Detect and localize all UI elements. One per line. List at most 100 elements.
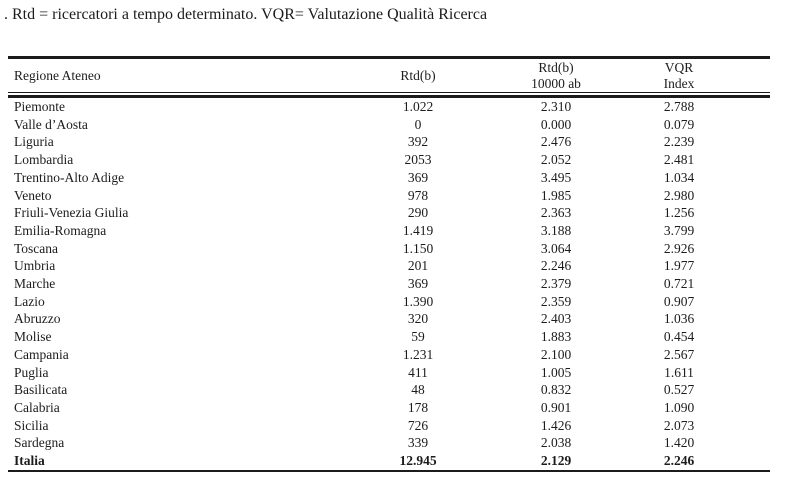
cell-rtd-per-10000: 2.359: [540, 293, 572, 309]
cell-rtd: 48: [411, 382, 425, 398]
regions-table: Regione Ateneo Rtd(b) Rtd(b) 10000 ab VQ…: [8, 56, 770, 472]
table-row: Sardegna 339 2.038 1.420: [8, 434, 770, 452]
cell-vqr-index: 0.079: [663, 116, 695, 132]
cell-region: Basilicata: [14, 382, 68, 398]
table-row: Abruzzo 320 2.403 1.036: [8, 310, 770, 328]
cell-vqr-index: 0.907: [663, 293, 695, 309]
cell-vqr-index: 2.239: [663, 134, 695, 150]
cell-vqr-index: 2.788: [663, 99, 695, 114]
table-row: Emilia-Romagna 1.419 3.188 3.799: [8, 222, 770, 240]
cell-region: Lazio: [14, 293, 45, 309]
cell-vqr-index: 2.980: [663, 187, 695, 203]
header-label-line2: 10000 ab: [531, 75, 581, 91]
cell-vqr-index: 2.246: [663, 453, 695, 469]
cell-rtd-per-10000: 2.363: [540, 205, 572, 221]
cell-vqr-index: 2.073: [663, 417, 695, 433]
cell-vqr-index: 1.611: [664, 364, 694, 380]
cell-rtd-per-10000: 3.188: [540, 222, 572, 238]
cell-region: Campania: [14, 346, 69, 362]
cell-vqr-index: 1.977: [663, 258, 695, 274]
table-row: Toscana 1.150 3.064 2.926: [8, 240, 770, 258]
cell-rtd-per-10000: 3.495: [540, 169, 572, 185]
header-label-line2: Index: [663, 75, 695, 91]
table-row: Molise 59 1.883 0.454: [8, 328, 770, 346]
cell-region: Piemonte: [14, 99, 65, 114]
cell-rtd: 369: [407, 169, 429, 185]
cell-region: Molise: [14, 329, 52, 345]
table-row: Liguria 392 2.476 2.239: [8, 133, 770, 151]
header-regione-ateneo: Regione Ateneo: [8, 59, 338, 93]
header-label-line1: VQR: [664, 59, 694, 75]
cell-vqr-index: 1.090: [663, 399, 695, 415]
cell-rtd-per-10000: 2.476: [540, 134, 572, 150]
cell-rtd-per-10000: 1.883: [540, 329, 572, 345]
cell-rtd-per-10000: 2.403: [540, 311, 572, 327]
cell-rtd-per-10000: 2.100: [540, 346, 572, 362]
table-row: Friuli-Venezia Giulia 290 2.363 1.256: [8, 204, 770, 222]
table-row: Calabria 178 0.901 1.090: [8, 399, 770, 417]
cell-region: Umbria: [14, 258, 56, 274]
header-row: Regione Ateneo Rtd(b) Rtd(b) 10000 ab VQ…: [8, 59, 770, 93]
table-row: Valle d’Aosta 0 0.000 0.079: [8, 116, 770, 134]
table-caption: . Rtd = ricercatori a tempo determinato.…: [4, 6, 488, 23]
cell-rtd-per-10000: 0.000: [540, 116, 572, 132]
cell-rtd-per-10000: 2.246: [540, 258, 572, 274]
cell-rtd: 0: [414, 116, 422, 132]
table-row: Lombardia 2053 2.052 2.481: [8, 151, 770, 169]
cell-vqr-index: 1.036: [663, 311, 695, 327]
header-label: Rtd(b): [400, 67, 436, 83]
header-rtd: Rtd(b): [338, 59, 498, 93]
cell-region: Veneto: [14, 187, 52, 203]
cell-rtd-per-10000: 1.426: [540, 417, 572, 433]
cell-rtd: 411: [408, 364, 428, 380]
table-total-row: Italia 12.945 2.129 2.246: [8, 452, 770, 470]
cell-rtd: 1.022: [402, 99, 434, 114]
header-double-rule-spacer: [8, 93, 770, 98]
cell-rtd: 178: [407, 399, 429, 415]
table-body: Piemonte 1.022 2.310 2.788 Valle d’Aosta 0 0.0…: [8, 98, 770, 470]
cell-rtd-per-10000: 2.052: [540, 152, 572, 168]
cell-region: Lombardia: [14, 152, 74, 168]
table-row: Marche 369 2.379 0.721: [8, 275, 770, 293]
cell-vqr-index: 0.454: [663, 329, 695, 345]
cell-rtd: 369: [407, 276, 429, 292]
cell-rtd: 12.945: [399, 453, 437, 469]
cell-rtd: 1.390: [402, 293, 434, 309]
header-vqr-index: VQR Index: [614, 59, 770, 93]
cell-region: Marche: [14, 276, 56, 292]
cell-region: Toscana: [14, 240, 59, 256]
cell-rtd-per-10000: 0.901: [540, 399, 572, 415]
cell-rtd: 290: [407, 205, 429, 221]
cell-rtd: 1.150: [402, 240, 434, 256]
cell-vqr-index: 0.527: [663, 382, 695, 398]
cell-rtd-per-10000: 1.005: [540, 364, 572, 380]
table-row: Puglia 411 1.005 1.611: [8, 364, 770, 382]
cell-vqr-index: 1.420: [663, 435, 695, 451]
cell-region: Sicilia: [14, 417, 49, 433]
table-row: Piemonte 1.022 2.310 2.788: [8, 98, 770, 116]
cell-vqr-index: 2.481: [663, 152, 695, 168]
table-row: Lazio 1.390 2.359 0.907: [8, 293, 770, 311]
table-row: Campania 1.231 2.100 2.567: [8, 346, 770, 364]
header-label-line1: Rtd(b): [538, 59, 574, 75]
table-row: Basilicata 48 0.832 0.527: [8, 381, 770, 399]
cell-rtd-per-10000: 3.064: [540, 240, 572, 256]
cell-rtd-per-10000: 2.379: [540, 276, 572, 292]
header-rtd-per-10000: Rtd(b) 10000 ab: [498, 59, 614, 93]
cell-region: Puglia: [14, 364, 49, 380]
cell-rtd-per-10000: 0.832: [540, 382, 572, 398]
cell-rtd-per-10000: 2.038: [540, 435, 572, 451]
header-label: Regione Ateneo: [14, 67, 101, 83]
cell-vqr-index: 0.721: [663, 276, 695, 292]
cell-vqr-index: 2.567: [663, 346, 695, 362]
cell-rtd: 1.419: [402, 222, 434, 238]
cell-rtd: 1.231: [402, 346, 434, 362]
cell-rtd: 339: [407, 435, 429, 451]
cell-rtd: 392: [407, 134, 429, 150]
cell-rtd: 2053: [404, 152, 432, 168]
cell-region: Emilia-Romagna: [14, 222, 107, 238]
cell-rtd: 59: [411, 329, 425, 345]
cell-rtd: 726: [407, 417, 429, 433]
cell-rtd: 320: [407, 311, 429, 327]
table-row: Umbria 201 2.246 1.977: [8, 257, 770, 275]
